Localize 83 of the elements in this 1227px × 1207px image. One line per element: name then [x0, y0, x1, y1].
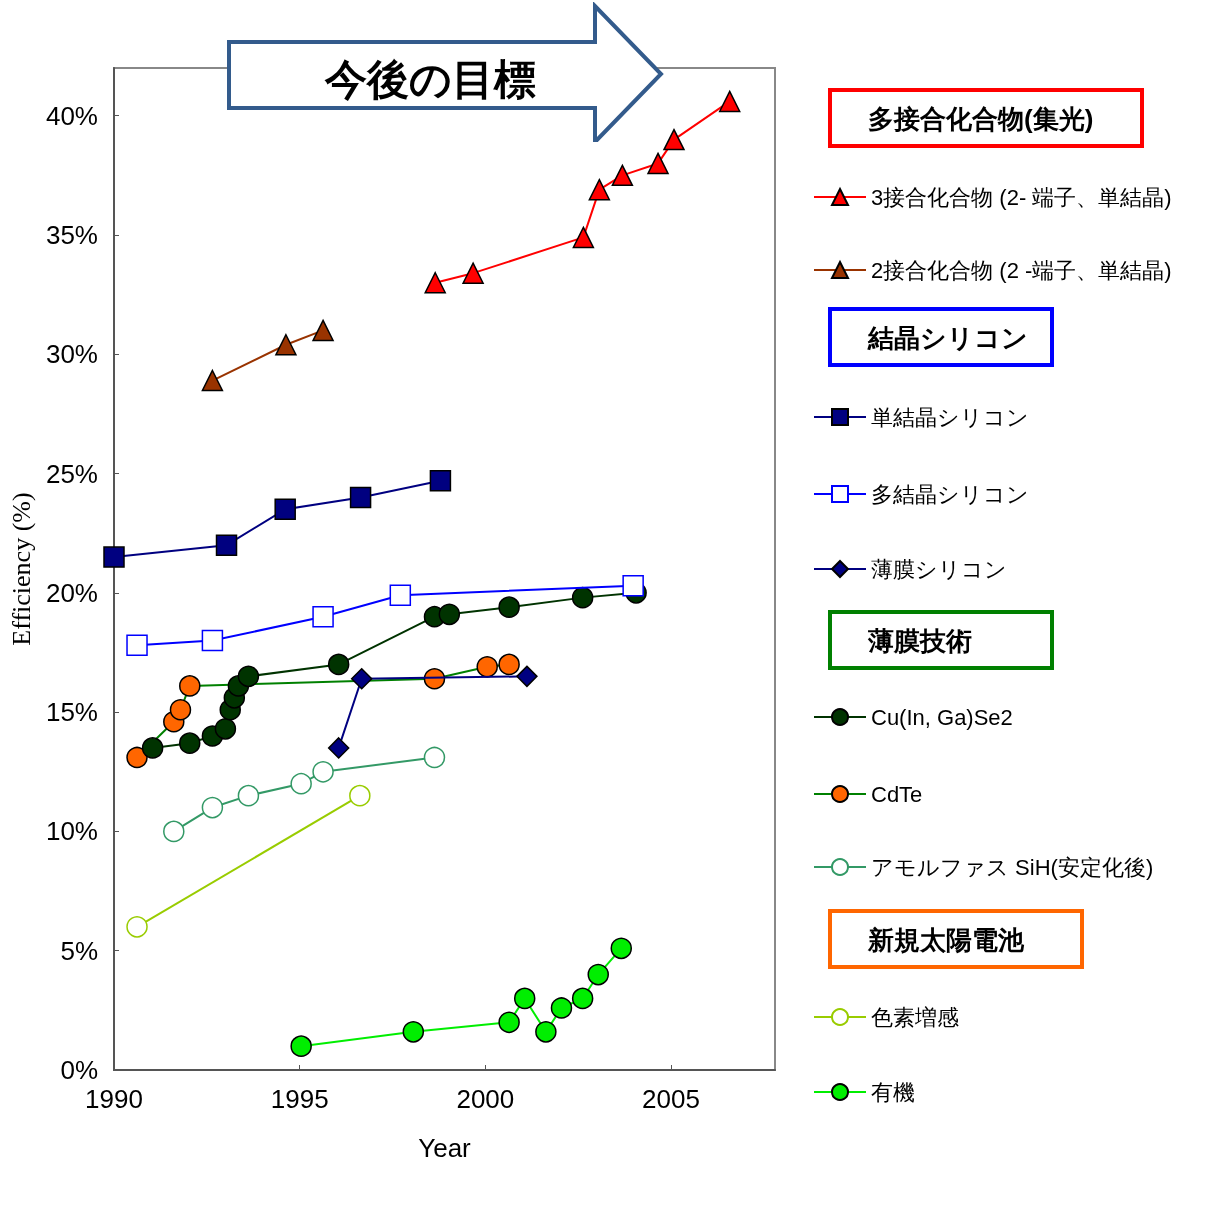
- legend-label: 3接合化合物 (2- 端子、単結晶): [871, 184, 1172, 210]
- point: [312, 319, 334, 342]
- x-tick-label: 1990: [85, 1084, 143, 1114]
- legend-label: 単結晶シリコン: [871, 404, 1029, 430]
- point: [571, 586, 594, 609]
- point: [312, 761, 334, 783]
- point: [513, 987, 536, 1010]
- legend-label: Cu(In, Ga)Se2: [871, 704, 1013, 730]
- point: [179, 732, 201, 754]
- text: 多接合化合物(集光): [828, 88, 1144, 148]
- y-tick-label: 35%: [45, 220, 98, 250]
- legend-label: 有機: [871, 1079, 915, 1105]
- point: [424, 271, 446, 294]
- point: [126, 916, 148, 938]
- y-axis-title: Efficiency (%): [6, 492, 36, 646]
- point: [498, 1011, 520, 1034]
- legend-label: 薄膜シリコン: [871, 556, 1007, 582]
- point: [201, 796, 224, 819]
- legend-label: アモルファス SiH(安定化後): [871, 854, 1154, 880]
- text: 薄膜技術: [828, 610, 1054, 670]
- point: [588, 178, 611, 201]
- point: [611, 164, 634, 187]
- point: [103, 546, 125, 568]
- point: [141, 737, 164, 759]
- point: [622, 574, 644, 597]
- point: [163, 820, 185, 843]
- point: [462, 262, 484, 284]
- point: [498, 596, 520, 618]
- point: [550, 997, 573, 1019]
- point: [179, 675, 201, 697]
- point: [215, 534, 238, 556]
- x-tick-label: 2000: [456, 1084, 515, 1114]
- point: [438, 603, 461, 626]
- point: [571, 987, 594, 1010]
- point: [274, 498, 296, 521]
- point: [476, 656, 498, 678]
- point: [327, 737, 350, 759]
- point: [237, 665, 260, 688]
- point: [647, 152, 669, 175]
- x-tick-label: 2005: [642, 1084, 700, 1114]
- legend-label: 色素増感: [871, 1004, 959, 1030]
- point: [663, 128, 685, 151]
- point: [349, 784, 371, 807]
- y-tick-label: 20%: [45, 577, 98, 608]
- legend-label: 多結晶シリコン: [871, 481, 1029, 507]
- point: [389, 584, 412, 606]
- y-tick-label: 30%: [45, 339, 98, 370]
- point: [327, 653, 350, 676]
- point: [423, 746, 446, 769]
- y-tick-label: 10%: [45, 816, 98, 847]
- point: [349, 486, 372, 509]
- annotation: 今後の目標: [323, 55, 536, 104]
- point: [290, 772, 312, 795]
- point: [201, 369, 224, 392]
- point: [610, 937, 633, 960]
- point: [237, 784, 260, 807]
- point: [290, 1035, 312, 1057]
- point: [350, 667, 373, 690]
- point: [498, 653, 520, 676]
- point: [275, 333, 297, 356]
- y-tick-label: 25%: [45, 458, 98, 489]
- point: [402, 1021, 425, 1043]
- x-axis-title: Year: [418, 1133, 472, 1163]
- point: [201, 629, 224, 652]
- text: 結晶シリコン: [828, 307, 1054, 367]
- text: 新規太陽電池: [828, 909, 1084, 969]
- point: [587, 963, 609, 986]
- y-tick-label: 15%: [45, 697, 98, 728]
- point: [312, 605, 334, 628]
- point: [718, 90, 741, 113]
- y-tick-label: 40%: [45, 100, 98, 131]
- point: [516, 665, 538, 688]
- y-tick-label: 5%: [60, 935, 98, 966]
- x-tick-label: 1995: [270, 1084, 329, 1114]
- point: [572, 226, 595, 249]
- point: [214, 718, 237, 740]
- legend-label: CdTe: [871, 781, 923, 807]
- y-tick-label: 0%: [60, 1055, 98, 1085]
- point: [535, 1021, 557, 1043]
- point: [429, 469, 452, 492]
- legend-label: 2接合化合物 (2 -端子、単結晶): [871, 257, 1172, 283]
- point: [126, 746, 148, 769]
- point: [169, 699, 192, 721]
